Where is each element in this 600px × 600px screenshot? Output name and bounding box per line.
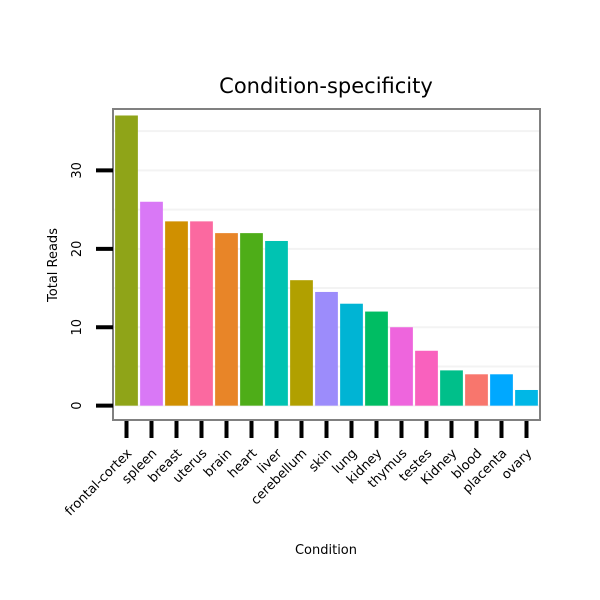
bar-ovary [515, 389, 538, 406]
plot-border [112, 108, 541, 421]
bar-placenta [490, 374, 513, 406]
bar-frontal-cortex [115, 115, 138, 406]
bar-spleen [140, 201, 163, 406]
y-tick-label: 30 [70, 162, 85, 179]
x-axis-label: Condition [295, 543, 357, 558]
x-tick-label: skin [306, 446, 335, 475]
chart-title: Condition-specificity [219, 74, 433, 98]
y-axis-label: Total Reads [46, 228, 61, 303]
bar-liver [265, 240, 288, 406]
bar-kidney [365, 311, 388, 406]
bar-lung [340, 303, 363, 406]
bar-cerebellum [290, 280, 313, 406]
bar-heart [240, 233, 263, 406]
y-tick-label: 20 [70, 241, 85, 258]
x-tick-label: heart [225, 446, 260, 481]
bar-uterus [190, 221, 213, 406]
bar-blood [465, 374, 488, 406]
bar-thymus [390, 327, 413, 406]
y-axis: 0 10 20 30 [70, 162, 113, 410]
x-axis: frontal-cortexspleenbreastuterusbrainhea… [62, 421, 536, 519]
bar-brain [215, 233, 238, 406]
bar-skin [315, 291, 338, 406]
bar-breast [165, 221, 188, 406]
bar-testes [415, 350, 438, 406]
y-tick-label: 10 [70, 319, 85, 336]
bars [115, 115, 538, 406]
bar-kidney [440, 370, 463, 406]
y-tick-label: 0 [70, 402, 85, 410]
